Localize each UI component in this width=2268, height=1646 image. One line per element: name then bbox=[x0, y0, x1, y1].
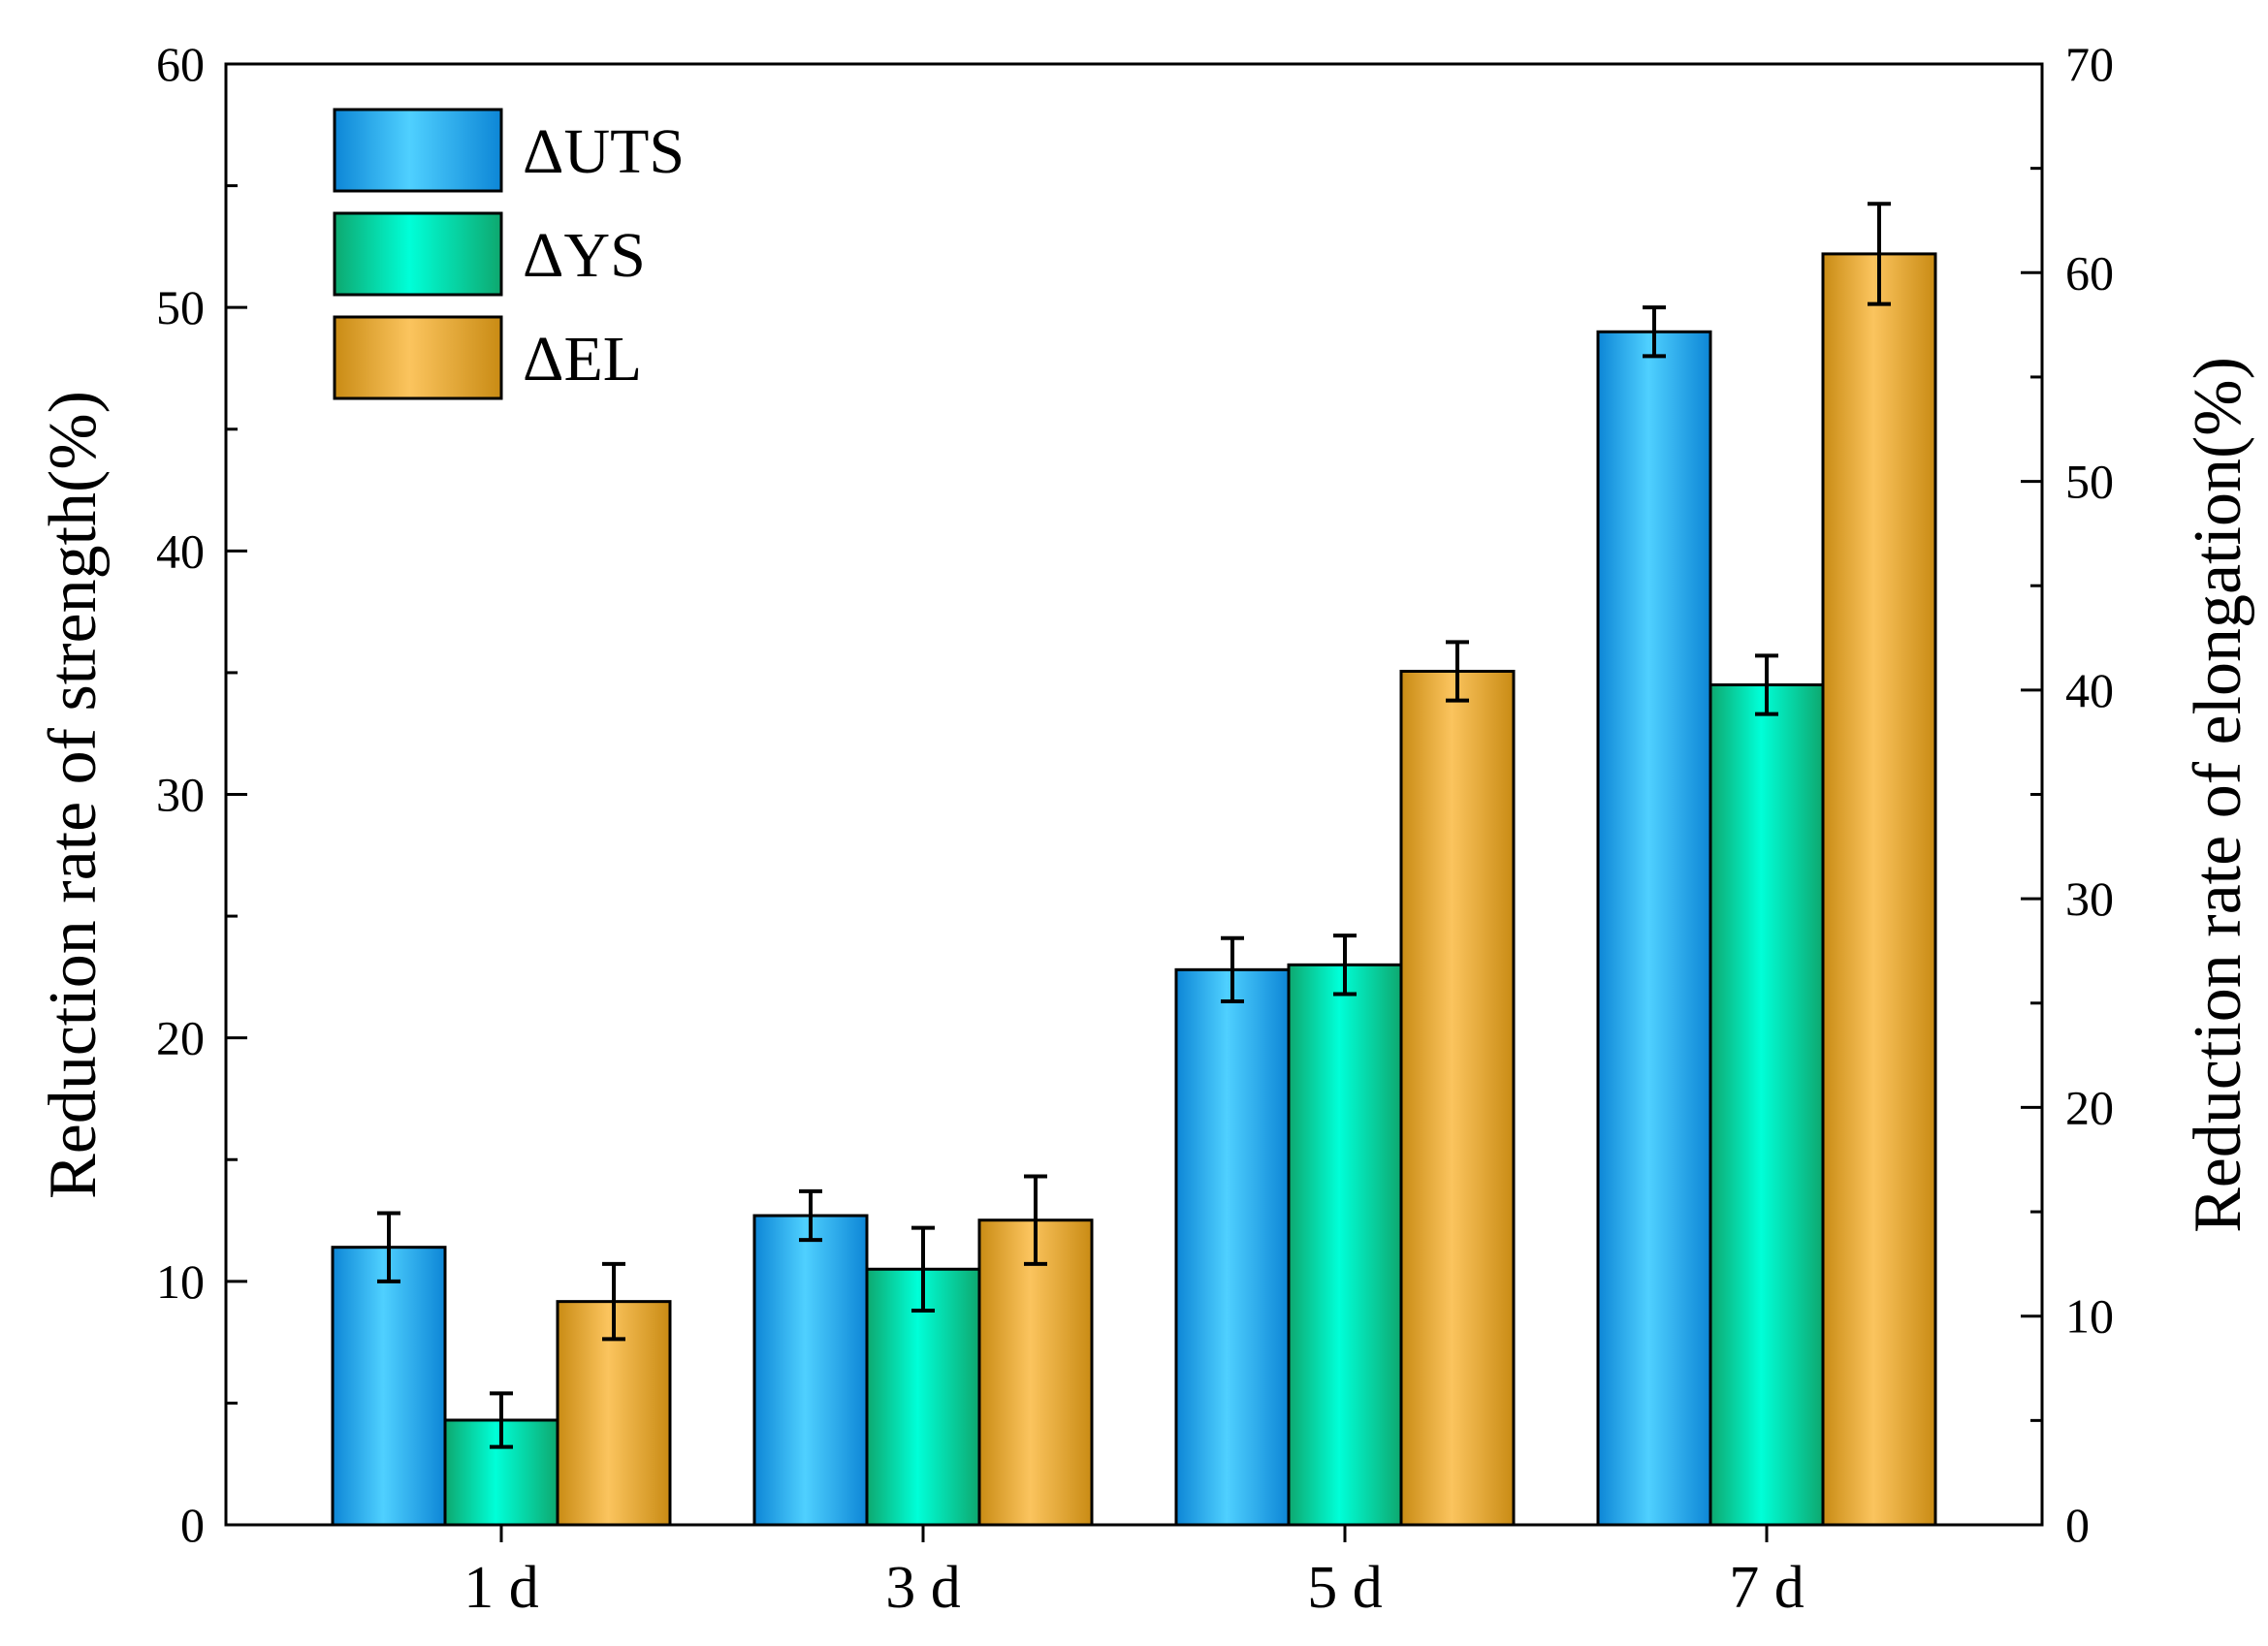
left-tick-label: 50 bbox=[156, 280, 205, 334]
bar-ys-5d bbox=[1287, 963, 1403, 1527]
bar-uts-5d bbox=[1174, 967, 1291, 1527]
legend-label: ΔYS bbox=[523, 220, 646, 291]
left-axis-ticks: 0 10 20 30 40 50 60 bbox=[156, 37, 247, 1552]
bars-layer bbox=[331, 252, 1937, 1527]
error-bar bbox=[911, 1225, 935, 1313]
error-bars-layer bbox=[377, 202, 1891, 1449]
legend-swatch bbox=[333, 108, 503, 193]
error-bar bbox=[490, 1391, 513, 1449]
x-tick-label: 3 d bbox=[885, 1555, 961, 1621]
error-bar bbox=[1755, 653, 1778, 716]
error-bar bbox=[799, 1188, 822, 1243]
left-tick-label: 40 bbox=[156, 523, 205, 578]
right-tick-label: 70 bbox=[2065, 37, 2114, 91]
right-tick-label: 20 bbox=[2065, 1080, 2114, 1134]
right-tick-label: 30 bbox=[2065, 871, 2114, 926]
bar-ys-7d bbox=[1709, 682, 1825, 1527]
right-tick-label: 60 bbox=[2065, 245, 2114, 300]
right-tick-label: 10 bbox=[2065, 1289, 2114, 1344]
x-tick-label: 1 d bbox=[463, 1555, 539, 1621]
left-tick-label: 10 bbox=[156, 1254, 205, 1309]
right-axis-ticks: 0 10 20 30 40 50 60 70 bbox=[2021, 37, 2114, 1552]
legend-swatch bbox=[333, 315, 503, 400]
error-bar bbox=[1333, 934, 1357, 997]
legend: ΔUTS ΔYS ΔEL bbox=[333, 108, 685, 400]
bar-el-3d bbox=[977, 1219, 1094, 1527]
left-tick-label: 60 bbox=[156, 37, 205, 91]
error-bar bbox=[602, 1261, 625, 1342]
left-tick-label: 30 bbox=[156, 768, 205, 822]
right-tick-label: 0 bbox=[2065, 1498, 2090, 1552]
left-tick-label: 20 bbox=[156, 1011, 205, 1065]
left-axis-title: Reduction rate of strength(%) bbox=[36, 391, 111, 1199]
error-bar bbox=[1643, 305, 1666, 359]
bar-uts-3d bbox=[752, 1214, 869, 1527]
right-tick-label: 40 bbox=[2065, 663, 2114, 717]
error-bar bbox=[1024, 1174, 1047, 1266]
bar-el-5d bbox=[1399, 669, 1516, 1527]
legend-label: ΔUTS bbox=[523, 116, 685, 187]
x-tick-label: 5 d bbox=[1307, 1555, 1383, 1621]
legend-label: ΔEL bbox=[523, 324, 642, 395]
error-bar bbox=[1868, 202, 1891, 306]
bar-el-7d bbox=[1821, 252, 1937, 1527]
error-bar bbox=[1446, 640, 1469, 703]
right-axis-title: Reduction rate of elongation(%) bbox=[2181, 357, 2255, 1233]
left-tick-label: 0 bbox=[180, 1498, 205, 1552]
error-bar bbox=[1221, 935, 1244, 1003]
right-tick-label: 50 bbox=[2065, 455, 2114, 509]
x-tick-label: 7 d bbox=[1729, 1555, 1805, 1621]
bar-uts-7d bbox=[1596, 330, 1712, 1527]
bar-uts-1d bbox=[331, 1246, 447, 1527]
error-bar bbox=[377, 1211, 400, 1283]
legend-swatch bbox=[333, 211, 503, 297]
x-axis-ticks: 1 d 3 d 5 d 7 d bbox=[463, 1525, 1805, 1621]
